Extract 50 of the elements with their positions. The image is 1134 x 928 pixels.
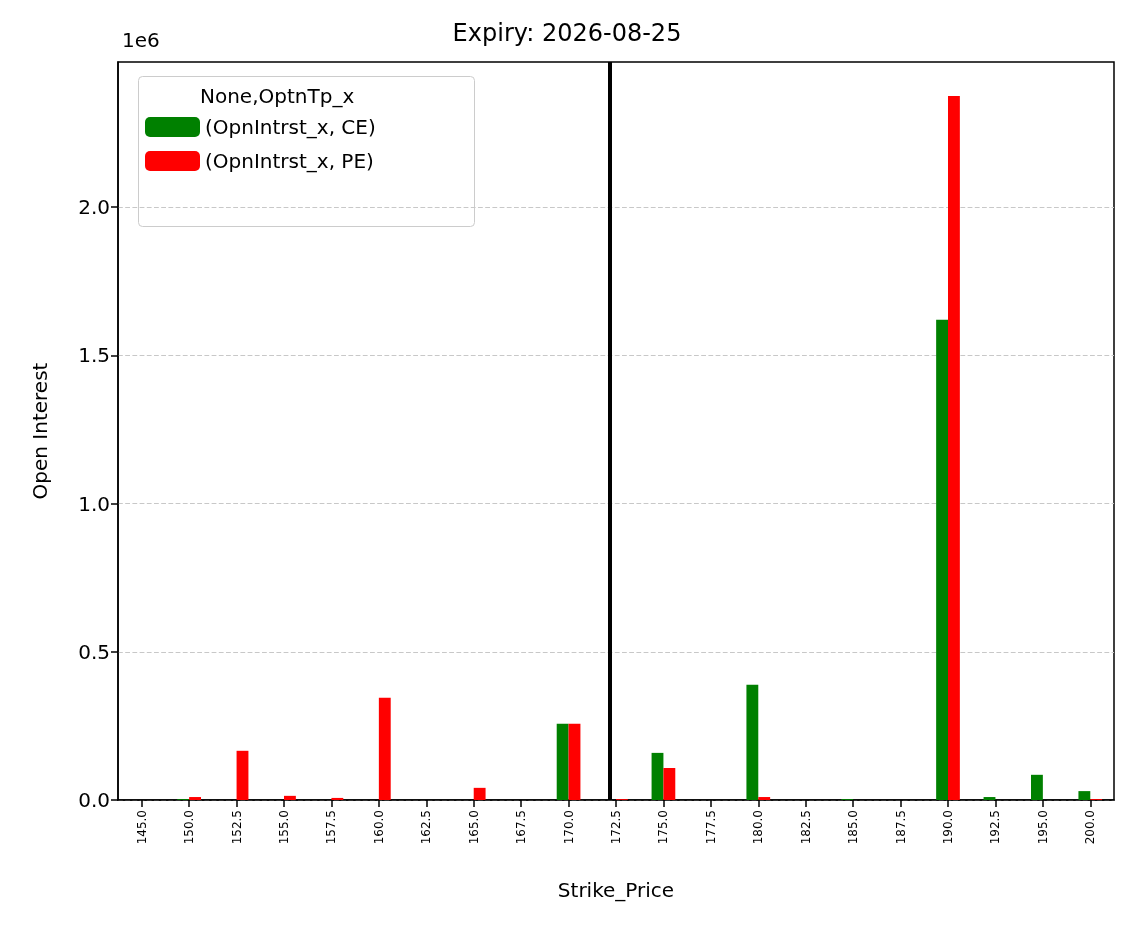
x-tick-label: 160.0 xyxy=(371,810,386,845)
x-tick-label: 162.5 xyxy=(419,810,434,845)
x-tick-label: 180.0 xyxy=(751,810,766,845)
x-tick-label: 145.0 xyxy=(134,810,149,845)
x-tick-label: 195.0 xyxy=(1035,810,1050,845)
bar xyxy=(651,752,664,800)
bar xyxy=(473,787,486,800)
x-tick-label: 152.5 xyxy=(229,810,244,845)
bar xyxy=(236,750,249,800)
y-tick-label: 0.0 xyxy=(78,788,110,812)
x-tick-label: 150.0 xyxy=(182,810,197,845)
legend-label: (OpnIntrst_x, PE) xyxy=(205,149,374,173)
legend-label: (OpnIntrst_x, CE) xyxy=(205,115,376,139)
bar xyxy=(758,797,771,800)
x-tick-label: 185.0 xyxy=(846,810,861,845)
x-tick-label: 190.0 xyxy=(941,810,955,845)
bar xyxy=(189,797,201,800)
x-tick-label: 170.0 xyxy=(561,810,576,845)
bar xyxy=(983,797,996,800)
bar xyxy=(378,697,391,800)
legend-title: None,OptnTp_x xyxy=(200,84,355,108)
bar xyxy=(568,723,581,800)
x-tick-label: 182.5 xyxy=(798,810,813,845)
bar xyxy=(746,684,759,800)
y-tick-label: 0.5 xyxy=(78,639,110,664)
bar xyxy=(948,96,960,800)
bar xyxy=(1078,791,1091,800)
x-tick-label: 192.5 xyxy=(988,810,1003,845)
bar xyxy=(556,723,569,800)
y-axis-title: Open Interest xyxy=(28,362,52,500)
bar xyxy=(284,795,296,800)
y-tick-label: 1.5 xyxy=(78,343,110,368)
y-tick-label: 2.0 xyxy=(78,195,110,220)
x-tick-label: 187.5 xyxy=(893,810,908,845)
chart-title: Expiry: 2026-08-25 xyxy=(452,19,682,47)
x-tick-label: 155.0 xyxy=(277,810,291,845)
bar xyxy=(663,767,676,800)
x-tick-label: 177.5 xyxy=(703,810,718,845)
y-tick-label: 1.0 xyxy=(78,491,110,516)
x-tick-label: 175.0 xyxy=(656,810,671,845)
x-tick-label: 172.5 xyxy=(609,810,623,845)
x-tick-label: 200.0 xyxy=(1083,810,1098,845)
bar xyxy=(1031,774,1043,800)
bar xyxy=(936,319,948,800)
x-tick-label: 167.5 xyxy=(514,810,529,845)
x-tick-label: 157.5 xyxy=(324,810,339,845)
bar xyxy=(331,797,344,800)
text: 1e6 xyxy=(122,28,160,52)
x-axis-title: Strike_Price xyxy=(557,878,675,902)
x-tick-label: 165.0 xyxy=(466,810,481,845)
